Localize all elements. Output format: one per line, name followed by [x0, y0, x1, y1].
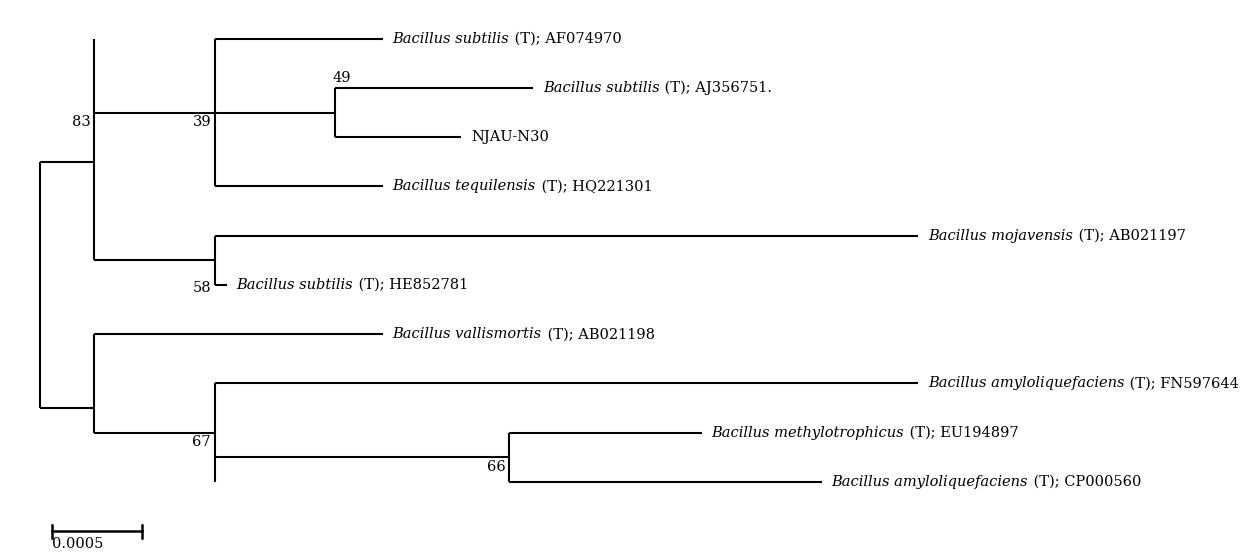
Text: Bacillus methylotrophicus: Bacillus methylotrophicus: [712, 426, 904, 440]
Text: 67: 67: [192, 435, 211, 449]
Text: Bacillus vallismortis: Bacillus vallismortis: [393, 327, 542, 341]
Text: Bacillus tequilensis: Bacillus tequilensis: [393, 179, 536, 193]
Text: (T); EU194897: (T); EU194897: [905, 426, 1018, 440]
Text: Bacillus subtilis: Bacillus subtilis: [393, 32, 510, 46]
Text: Bacillus amyloliquefaciens: Bacillus amyloliquefaciens: [832, 475, 1028, 489]
Text: 58: 58: [192, 281, 211, 295]
Text: (T); AB021197: (T); AB021197: [1074, 228, 1185, 242]
Text: Bacillus mojavensis: Bacillus mojavensis: [928, 228, 1073, 242]
Text: (T); AB021198: (T); AB021198: [543, 327, 655, 341]
Text: 83: 83: [72, 115, 91, 129]
Text: (T); CP000560: (T); CP000560: [1029, 475, 1142, 489]
Text: (T); AJ356751.: (T); AJ356751.: [660, 81, 773, 95]
Text: 49: 49: [332, 72, 351, 86]
Text: Bacillus amyloliquefaciens: Bacillus amyloliquefaciens: [928, 376, 1125, 390]
Text: (T); AF074970: (T); AF074970: [510, 32, 621, 46]
Text: 39: 39: [192, 115, 211, 129]
Text: Bacillus subtilis: Bacillus subtilis: [543, 81, 660, 95]
Text: (T); HQ221301: (T); HQ221301: [537, 179, 652, 193]
Text: 0.0005: 0.0005: [52, 537, 104, 551]
Text: (T); HE852781: (T); HE852781: [353, 278, 467, 292]
Text: Bacillus subtilis: Bacillus subtilis: [237, 278, 353, 292]
Text: NJAU-N30: NJAU-N30: [471, 130, 549, 144]
Text: 66: 66: [487, 460, 506, 474]
Text: (T); FN597644: (T); FN597644: [1126, 376, 1239, 390]
